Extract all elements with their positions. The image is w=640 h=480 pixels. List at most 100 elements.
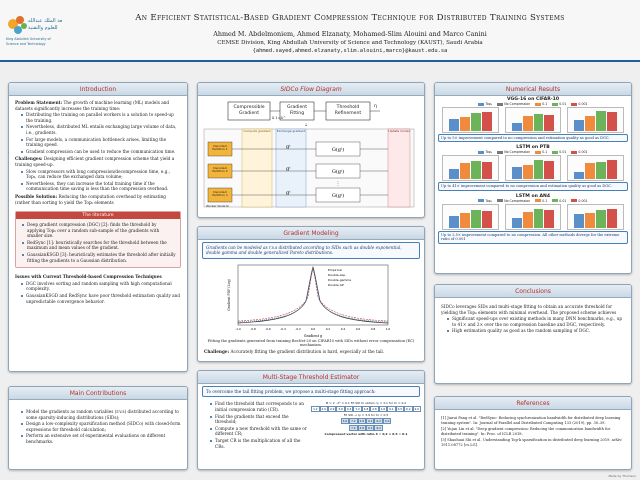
legend-item: No Compression — [497, 150, 530, 154]
bar — [544, 210, 555, 228]
results-panel: Numerical Results VGG-16 on CIFAR-10 Topₖ… — [434, 82, 632, 274]
gm-xtick: 0.0 — [311, 327, 316, 331]
list-item: Deep gradient compression (DGC) [2]: fin… — [22, 222, 176, 239]
gradient-cell: 7.2 — [349, 425, 358, 432]
gm-xtick: 0.4 — [341, 327, 346, 331]
gm-xtick: -0.6 — [265, 327, 271, 331]
bar-subplot — [567, 155, 625, 182]
gradient-modeling-panel: Gradient Modeling Gradients can be model… — [197, 226, 425, 362]
list-item: Model the gradients as random variables … — [21, 409, 181, 420]
gradient-cell: 9.1 — [387, 406, 396, 413]
ms-stage-2: Fit SID → η₂ = 3.9 for δ₂ = 0.5 — [343, 413, 389, 418]
gradient-cell: 9.1 — [366, 418, 375, 425]
legend-swatch — [478, 150, 485, 154]
empirical-curve — [237, 266, 389, 324]
legend-item: 0.1 — [535, 199, 547, 203]
bar — [533, 113, 544, 131]
bar — [522, 212, 533, 228]
bar — [585, 163, 596, 180]
bar-subplot — [442, 155, 499, 182]
results-bar-groups — [438, 155, 628, 182]
gradient-cell: 6.2 — [374, 418, 383, 425]
contributions-list: Model the gradients as random variables … — [21, 409, 181, 445]
legend-label: No Compression — [504, 150, 531, 155]
ms-intro: To overcome the tail fitting problem, we… — [202, 386, 420, 398]
legend-item: No Compression — [497, 199, 530, 203]
legend-label: 0.001 — [578, 102, 588, 106]
bar — [544, 161, 555, 180]
list-item: Compute a new threshold with the same or… — [210, 426, 307, 437]
legend-empirical: Empirical — [328, 268, 342, 272]
bar — [449, 168, 459, 180]
issues-label: Issues with Current Threshold-based Comp… — [15, 274, 162, 280]
gm-xtick: 0.8 — [371, 327, 376, 331]
gradient-cell: 6.2 — [404, 406, 413, 413]
bar — [544, 115, 555, 131]
list-item: Find the threshold that corresponds to a… — [210, 401, 307, 412]
gradient-cell: 4.0 — [412, 406, 421, 413]
list-item: For large models, a communication bottle… — [21, 137, 181, 148]
svg-text:Science and Technology: Science and Technology — [6, 42, 46, 46]
list-item: Slow compressors with long compression/d… — [21, 169, 181, 180]
legend-swatch — [535, 102, 542, 106]
challenges-label: Challenges: — [15, 156, 43, 162]
gradient-cell: 1.6 — [378, 406, 388, 413]
list-item: RedSync [1]: heuristically searches for … — [22, 240, 176, 251]
bar-subplot — [504, 107, 562, 133]
references-heading: References — [435, 397, 631, 410]
ms-cells-3: 7.2 4.8 9.1 6.2 — [313, 425, 419, 432]
legend-label: 0.001 — [578, 198, 588, 203]
legend-double-gamma: Double-gamma — [328, 278, 351, 282]
literature-heading: The literature — [16, 212, 180, 220]
literature-box: The literature Deep gradient compression… — [15, 211, 181, 269]
svg-text:⋮: ⋮ — [336, 181, 341, 187]
legend-double-gp: Double GP — [328, 283, 344, 287]
flow-box-fitting: Gradient Fitting — [287, 105, 307, 116]
list-item: GaussianKSGD and RedSync have poor thres… — [21, 293, 181, 304]
list-item: Distributing the training on parallel wo… — [21, 112, 181, 123]
list-item: Nevertheless, distributed ML entails exc… — [21, 124, 181, 135]
ps-label: Problem Statement: — [15, 100, 63, 105]
list-item: Gradient compression can be used to redu… — [21, 149, 181, 155]
svg-text:gᵗ: gᵗ — [286, 166, 291, 172]
legend-swatch — [571, 150, 578, 154]
legend-label: 0.1 — [542, 150, 548, 155]
ms-diagram: M = 2 , δ¹ = 0.1 Fit SID to obtain η₁ = … — [311, 399, 421, 455]
gradient-cell: 0.9 — [327, 406, 337, 413]
multi-stage-panel: Multi-Stage Threshold Estimator To overc… — [197, 370, 425, 470]
kaust-logo: جامعة الملك عبدالله للعلوم والتقنية King… — [6, 16, 62, 46]
gradient-cell: 3.6 — [336, 406, 345, 413]
svg-text:G(gᵗ): G(gᵗ) — [332, 168, 344, 175]
svg-text:G(gᵗ): G(gᵗ) — [332, 146, 344, 153]
bar — [511, 218, 522, 228]
gradient-cell: 3.6 — [340, 418, 350, 425]
results-chart-title: LSTM on PTB — [516, 145, 550, 151]
svg-text:للعلوم والتقنية: للعلوم والتقنية — [28, 25, 58, 31]
email: {ahmed.sayed,ahmed.elzanaty,slim.alouini… — [252, 48, 448, 54]
legend-item: 0.01 — [552, 150, 566, 154]
bar-subplot — [442, 203, 499, 230]
bar — [574, 172, 585, 180]
legend-double-exp: Double-exp. — [328, 273, 346, 277]
gm-xtick: -0.8 — [250, 327, 256, 331]
poster-header: جامعة الملك عبدالله للعلوم والتقنية King… — [0, 0, 640, 62]
bar — [449, 216, 459, 228]
challenge-text: Accurately fitting the gradient distribu… — [230, 349, 385, 354]
gm-caption: Fitting the gradients generated from tra… — [207, 338, 415, 348]
legend-swatch — [552, 102, 559, 106]
bar — [574, 214, 585, 228]
bar — [522, 165, 533, 180]
bar-subplot — [442, 107, 499, 133]
gradient-cell: 0.4 — [344, 406, 354, 413]
bar — [607, 159, 618, 180]
eta-label: η̂ — [374, 104, 377, 109]
bar — [511, 122, 522, 131]
bar — [459, 117, 470, 131]
reference-item: [2] Yujun Lin et al. "Deep gradient comp… — [441, 427, 611, 436]
list-item: High estimation quality as good as the r… — [447, 328, 625, 334]
introduction-heading: Introduction — [9, 83, 187, 96]
contributions-panel: Main Contributions Model the gradients a… — [8, 386, 188, 470]
references-panel: References [1] Jiarui Fang et al. "RedSy… — [434, 396, 632, 470]
contributions-heading: Main Contributions — [9, 387, 187, 400]
gradient-cell: 2.8 — [370, 406, 379, 413]
